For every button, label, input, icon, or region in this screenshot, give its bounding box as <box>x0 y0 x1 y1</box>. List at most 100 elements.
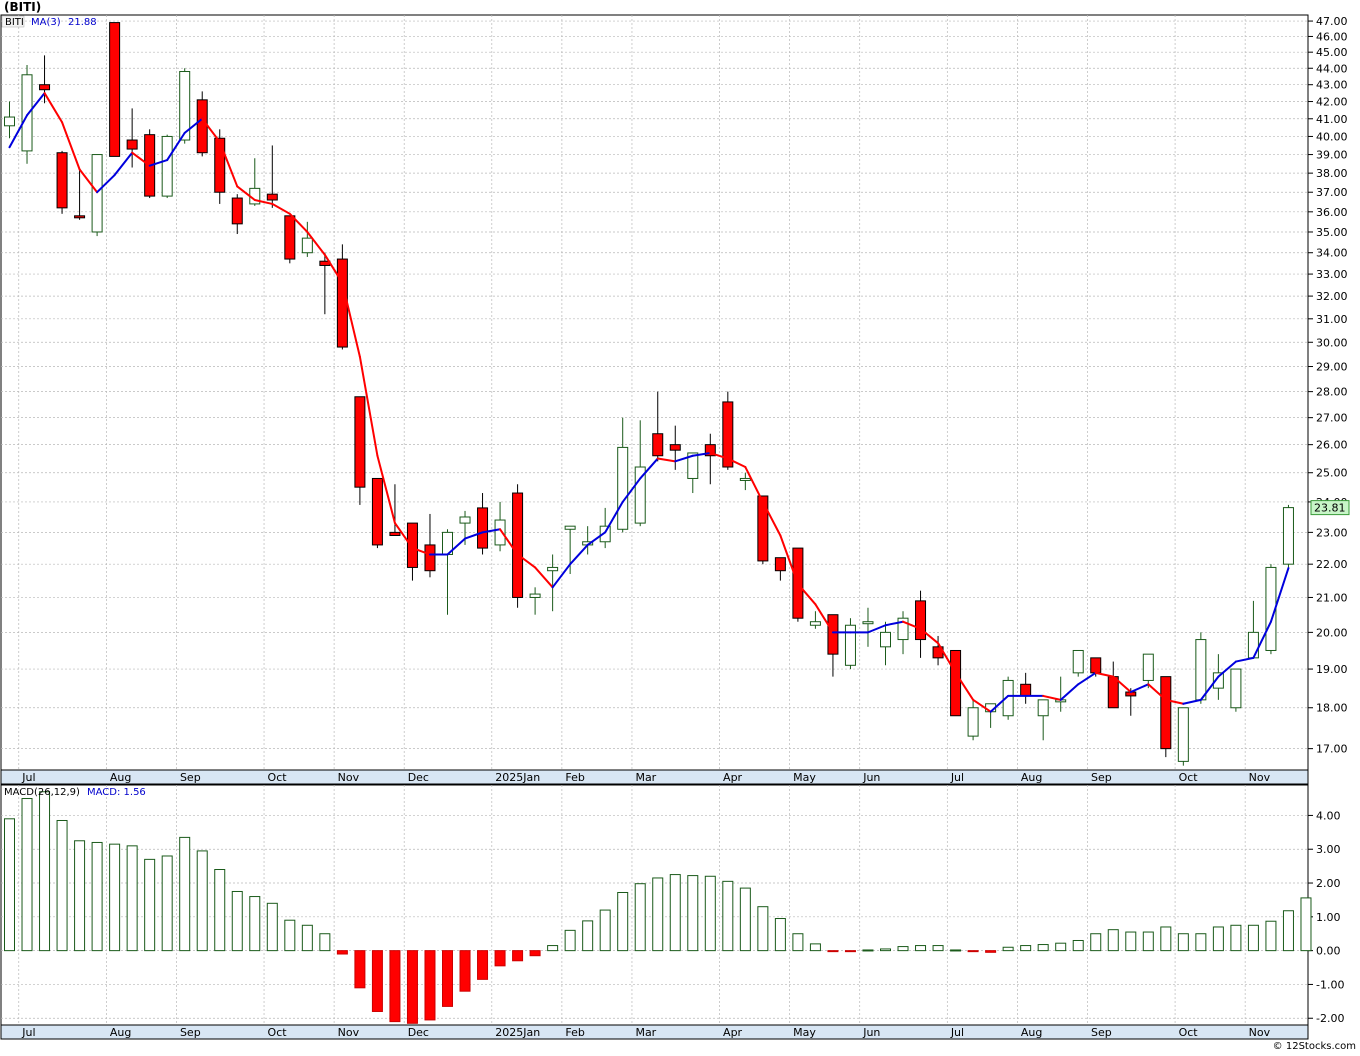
candle-body-down <box>477 507 489 549</box>
candle <box>39 55 51 104</box>
macd-bar-positive <box>4 818 15 952</box>
candle-body-down <box>196 99 208 154</box>
candle <box>757 495 769 565</box>
price-x-label: Sep <box>180 771 201 784</box>
ma-segment <box>288 212 309 233</box>
macd-x-label: Jul <box>950 1026 964 1039</box>
macd-bar-negative <box>844 950 856 953</box>
macd-bar-negative <box>336 950 348 955</box>
ma-segment <box>919 627 940 645</box>
ma-segment <box>639 457 659 480</box>
candle <box>284 215 296 264</box>
candle-body-down <box>56 152 68 209</box>
macd-bar-positive <box>582 920 594 952</box>
candle <box>477 493 489 555</box>
ma-segment <box>166 131 186 162</box>
last-price-box <box>1310 500 1350 516</box>
candle <box>967 699 979 741</box>
macd-x-axis-bar <box>0 1024 1309 1040</box>
macd-tick-label: 4.00 <box>1316 809 1341 822</box>
macd-bar-negative <box>354 950 366 989</box>
price-x-axis: Jul Aug Sep Oct Nov Dec 2025Jan Feb Mar Apr May Jun… <box>0 769 1309 785</box>
ma-segment <box>1112 675 1132 694</box>
candle-body-down <box>406 522 418 568</box>
price-legend: BITI MA(3) 21.88 <box>1 15 97 28</box>
last-price-label: 23.81 <box>1314 502 1346 515</box>
candles <box>4 22 1294 766</box>
candle <box>179 68 191 144</box>
candle <box>634 420 646 527</box>
macd-bar-positive <box>547 945 559 952</box>
ma-segment <box>341 281 361 358</box>
macd-bar-positive <box>617 891 629 952</box>
price-x-label: Aug <box>1021 771 1042 784</box>
price-x-label: Jul <box>21 771 35 784</box>
candle-body-down <box>214 137 226 193</box>
price-tick-label: 38.00 <box>1316 167 1348 180</box>
price-tick-label: 35.00 <box>1316 226 1348 239</box>
candle <box>512 484 524 608</box>
ma-segment <box>306 230 326 256</box>
macd-tick-label: 0.00 <box>1316 945 1341 958</box>
candle <box>739 472 751 491</box>
candle <box>74 169 86 220</box>
macd-bar-positive <box>704 875 716 952</box>
macd-bar-positive <box>1037 944 1049 952</box>
macd-bar-positive <box>21 798 33 952</box>
candle-body-down <box>336 258 348 348</box>
macd-bar-positive <box>1002 946 1014 952</box>
ma-segment <box>1059 683 1080 701</box>
price-tick-label: 18.00 <box>1316 702 1348 715</box>
ma-segment <box>656 457 677 463</box>
macd-x-label: Sep <box>1091 1026 1112 1039</box>
ma-segment <box>709 451 729 460</box>
macd-x-label: Oct <box>1179 1026 1199 1039</box>
candle-body-up <box>617 446 629 530</box>
legend-symbol: BITI <box>5 17 24 28</box>
macd-bar-positive <box>1160 926 1172 952</box>
ma-segment <box>937 642 957 674</box>
price-x-label: Jul <box>950 771 964 784</box>
ma-segment <box>1182 698 1202 705</box>
candle <box>406 522 418 581</box>
price-x-label: May <box>793 771 816 784</box>
macd-x-label: May <box>793 1026 816 1039</box>
candle <box>231 194 243 235</box>
candle-body-up <box>529 593 541 598</box>
macd-bar-positive <box>1282 910 1294 952</box>
ma-segment <box>446 537 467 556</box>
candle-body-down <box>827 614 839 655</box>
candle <box>1072 649 1084 677</box>
candle-body-down <box>424 544 436 572</box>
candle-body-up <box>4 116 15 127</box>
macd-bar-negative <box>529 950 541 957</box>
candle-body-down <box>284 215 296 260</box>
candle-body-up <box>1282 507 1294 565</box>
candle <box>56 150 68 214</box>
ma-segment <box>1147 683 1167 701</box>
macd-bar-positive <box>1072 939 1084 952</box>
candle-body-up <box>809 621 821 626</box>
price-panel: 17.0018.0019.0020.0021.0022.0023.0024.00… <box>0 14 1350 771</box>
candle-body-up <box>21 74 33 152</box>
ma-segment <box>621 477 642 503</box>
macd-bar-positive <box>179 836 191 952</box>
candle-body-up <box>547 566 559 572</box>
ma-segment <box>323 253 344 284</box>
ma-segment <box>516 553 537 569</box>
macd-bar-positive <box>1300 897 1312 952</box>
macd-bar-positive <box>144 858 156 952</box>
macd-bar-negative <box>967 950 979 953</box>
macd-x-label: Jun <box>862 1026 880 1039</box>
macd-bar-positive <box>774 918 786 952</box>
ma-segment <box>779 534 799 585</box>
last-price-badge: 23.81 <box>1310 500 1350 516</box>
candle <box>1037 699 1049 741</box>
ma-segment <box>43 92 64 124</box>
price-x-label: Dec <box>408 771 429 784</box>
macd-legend-label: MACD(26,12,9) <box>4 787 80 798</box>
macd-x-label: Oct <box>268 1026 288 1039</box>
candle <box>161 134 173 199</box>
price-tick-label: 29.00 <box>1316 361 1348 374</box>
candle <box>809 611 821 629</box>
